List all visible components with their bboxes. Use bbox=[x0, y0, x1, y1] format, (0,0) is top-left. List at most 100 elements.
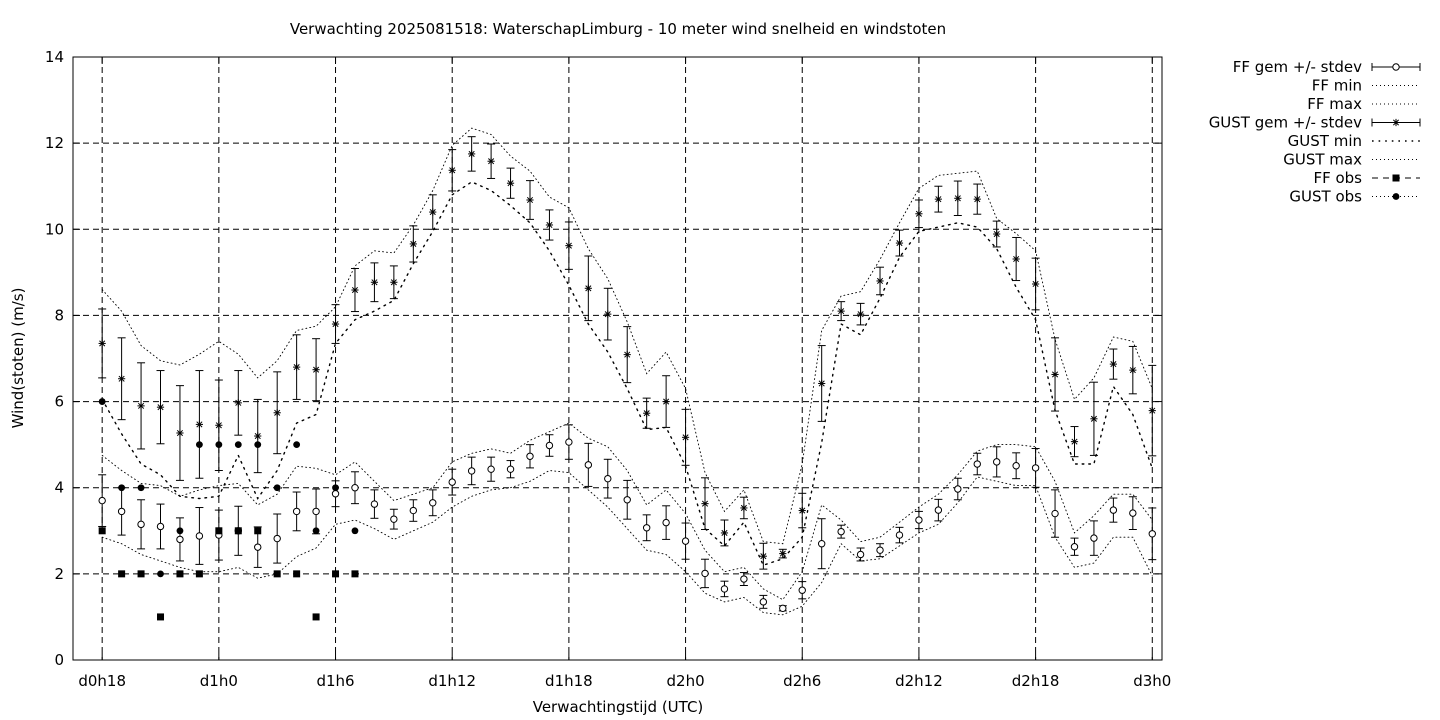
data-point bbox=[273, 534, 281, 543]
data-point bbox=[1148, 407, 1156, 415]
data-point bbox=[273, 570, 281, 578]
data-point bbox=[157, 570, 164, 578]
x-tick-label: d0h18 bbox=[78, 672, 126, 690]
data-point bbox=[331, 490, 340, 498]
data-point bbox=[176, 570, 184, 578]
data-point bbox=[1051, 509, 1059, 518]
data-point bbox=[234, 399, 242, 407]
data-point bbox=[331, 320, 340, 328]
data-point bbox=[98, 496, 106, 505]
legend-entry-gust-gem-stdev: GUST gem +/- stdev bbox=[1209, 114, 1421, 132]
data-point bbox=[565, 438, 573, 446]
data-point bbox=[817, 540, 826, 548]
data-point bbox=[973, 460, 981, 468]
data-point bbox=[662, 397, 670, 406]
legend-marker bbox=[1392, 63, 1400, 71]
y-tick-label: 10 bbox=[45, 220, 64, 238]
y-tick-label: 2 bbox=[54, 565, 64, 583]
data-point bbox=[526, 452, 534, 460]
data-point bbox=[720, 585, 729, 593]
data-point bbox=[254, 527, 262, 535]
data-point bbox=[293, 570, 301, 578]
data-point bbox=[176, 429, 184, 437]
data-point bbox=[584, 461, 593, 469]
data-point bbox=[254, 441, 262, 449]
data-point bbox=[273, 484, 281, 492]
data-point bbox=[409, 506, 418, 515]
data-point bbox=[856, 310, 865, 318]
data-point bbox=[1070, 543, 1079, 551]
data-point bbox=[1012, 462, 1020, 470]
data-point bbox=[993, 458, 1001, 466]
data-point bbox=[720, 529, 729, 537]
data-point bbox=[681, 537, 690, 545]
data-point bbox=[1031, 464, 1040, 472]
data-point bbox=[429, 499, 437, 507]
data-point bbox=[1070, 438, 1079, 446]
legend-entry-gust-min: GUST min bbox=[1288, 132, 1420, 150]
plot-frame bbox=[72, 56, 1163, 661]
x-tick-label: d2h18 bbox=[1012, 672, 1060, 690]
data-point bbox=[117, 507, 126, 516]
data-point bbox=[195, 420, 204, 428]
data-point bbox=[565, 242, 573, 250]
legend-entry-gust-max: GUST max bbox=[1283, 151, 1420, 169]
data-point bbox=[1051, 370, 1059, 379]
y-tick-label: 0 bbox=[54, 651, 64, 669]
data-point bbox=[98, 398, 106, 405]
chart-title: Verwachting 2025081518: WaterschapLimbur… bbox=[290, 20, 946, 38]
legend-label: FF obs bbox=[1313, 169, 1362, 187]
data-point bbox=[370, 500, 379, 508]
data-point bbox=[448, 478, 456, 486]
data-point bbox=[390, 515, 398, 523]
series-ff-gem-stdev bbox=[98, 424, 1157, 613]
data-point bbox=[312, 366, 320, 374]
data-point bbox=[740, 575, 748, 583]
data-point bbox=[195, 570, 203, 578]
x-tick-label: d1h0 bbox=[200, 672, 238, 690]
data-point bbox=[98, 527, 106, 535]
axes: 0 2 4 6 8 10 12 14 d0h18 d1h0 d1h6 d1h12 d1h18 d2h0 d2… bbox=[45, 48, 1171, 690]
data-point bbox=[312, 613, 320, 621]
series-gust-gem-stdev bbox=[98, 136, 1157, 570]
data-point bbox=[118, 375, 126, 383]
data-point bbox=[759, 552, 767, 560]
data-point bbox=[837, 307, 845, 315]
data-point bbox=[215, 441, 223, 449]
legend-entry-ff-gem-stdev: FF gem +/- stdev bbox=[1233, 58, 1421, 76]
data-point bbox=[156, 403, 165, 411]
data-point bbox=[798, 586, 806, 594]
y-tick-label: 4 bbox=[54, 479, 64, 497]
data-point bbox=[351, 527, 359, 535]
legend-marker bbox=[1392, 174, 1400, 182]
data-point bbox=[293, 441, 301, 449]
series-ff-obs bbox=[98, 527, 359, 621]
data-point bbox=[915, 516, 923, 524]
data-point bbox=[254, 432, 262, 440]
legend-label: GUST max bbox=[1283, 151, 1362, 169]
legend-entry-gust-obs: GUST obs bbox=[1289, 188, 1420, 206]
x-axis-label: Verwachtingstijd (UTC) bbox=[533, 698, 704, 716]
data-point bbox=[584, 284, 592, 292]
data-point bbox=[798, 506, 806, 515]
data-point bbox=[332, 484, 339, 492]
data-point bbox=[954, 485, 962, 493]
x-tick-label: d1h6 bbox=[316, 672, 354, 690]
data-point bbox=[487, 157, 495, 165]
data-point bbox=[856, 550, 865, 559]
legend-label: GUST min bbox=[1288, 132, 1362, 150]
series-gust-min-line bbox=[101, 181, 1154, 567]
legend-label: GUST gem +/- stdev bbox=[1209, 114, 1362, 132]
x-tick-label: d2h12 bbox=[895, 672, 943, 690]
data-point bbox=[1129, 509, 1137, 517]
data-point bbox=[351, 484, 359, 492]
data-point bbox=[934, 195, 942, 203]
data-point bbox=[467, 467, 476, 475]
data-point bbox=[818, 379, 826, 388]
data-point bbox=[273, 409, 281, 417]
data-point bbox=[759, 598, 768, 606]
data-point bbox=[681, 433, 690, 441]
data-point bbox=[137, 520, 145, 529]
data-point bbox=[157, 613, 165, 621]
data-point bbox=[487, 465, 495, 473]
